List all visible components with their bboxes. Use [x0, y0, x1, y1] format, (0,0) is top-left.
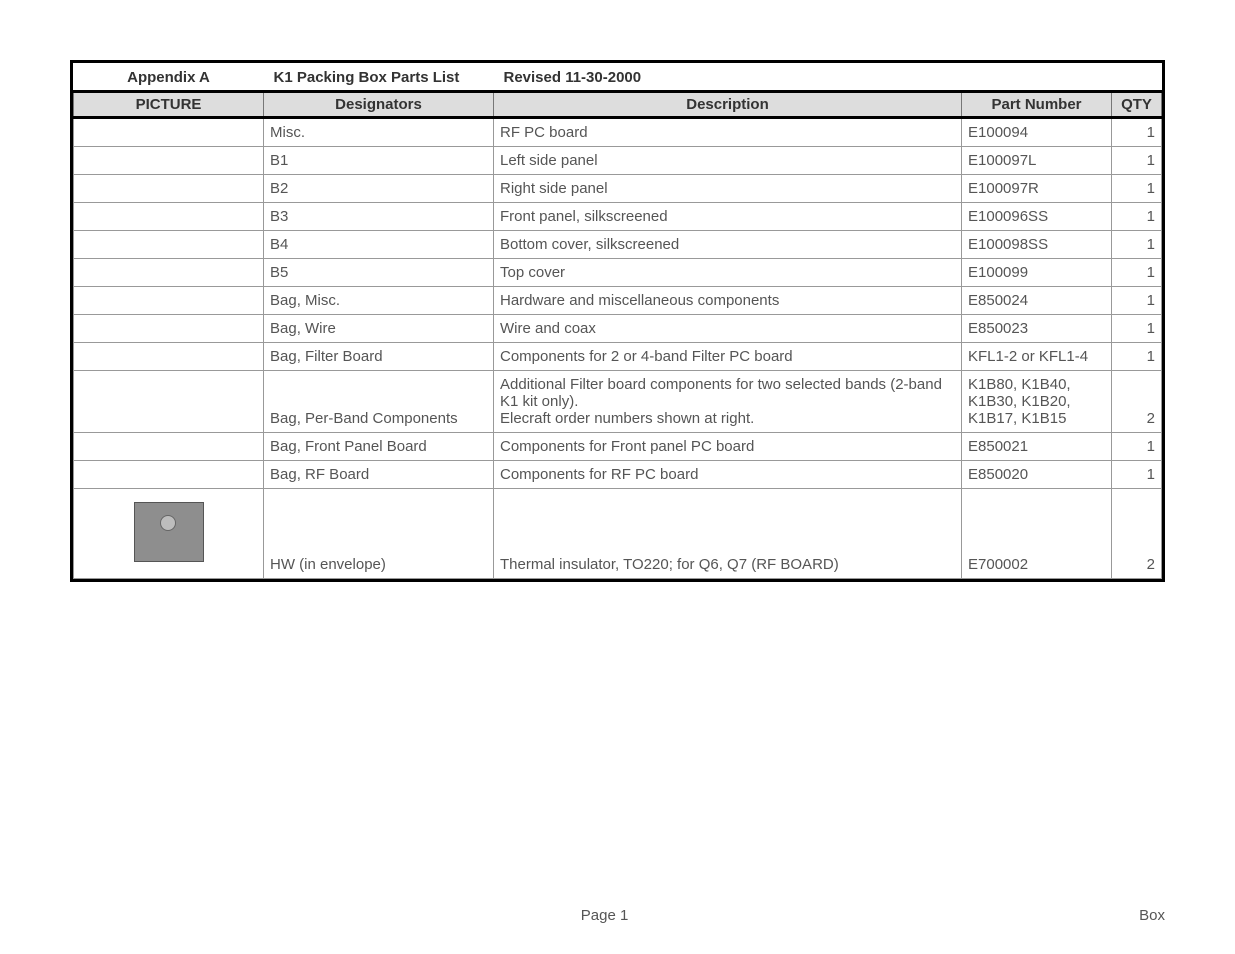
table-row: Bag, RF BoardComponents for RF PC boardE…	[74, 461, 1162, 489]
cell-picture	[74, 259, 264, 287]
cell-part-number: E100099	[962, 259, 1112, 287]
cell-picture	[74, 287, 264, 315]
cell-description: Bottom cover, silkscreened	[494, 231, 962, 259]
cell-picture	[74, 461, 264, 489]
cell-description: Components for 2 or 4-band Filter PC boa…	[494, 343, 962, 371]
footer-page: Page 1	[581, 907, 629, 924]
component-thumbnail	[134, 502, 204, 562]
table-row: B2Right side panelE100097R1	[74, 175, 1162, 203]
cell-designators: B4	[264, 231, 494, 259]
parts-list-frame: Appendix A K1 Packing Box Parts List Rev…	[70, 60, 1165, 582]
cell-description: Wire and coax	[494, 315, 962, 343]
cell-description: Front panel, silkscreened	[494, 203, 962, 231]
cell-designators: B1	[264, 147, 494, 175]
cell-designators: B5	[264, 259, 494, 287]
cell-picture	[74, 433, 264, 461]
table-row: HW (in envelope)Thermal insulator, TO220…	[74, 489, 1162, 579]
table-row: B5Top coverE1000991	[74, 259, 1162, 287]
parts-list-table: Appendix A K1 Packing Box Parts List Rev…	[73, 63, 1162, 579]
cell-qty: 1	[1112, 231, 1162, 259]
cell-part-number: E100097L	[962, 147, 1112, 175]
cell-picture	[74, 371, 264, 433]
cell-part-number: E100096SS	[962, 203, 1112, 231]
cell-description: Right side panel	[494, 175, 962, 203]
cell-designators: B3	[264, 203, 494, 231]
cell-part-number: E850021	[962, 433, 1112, 461]
table-row: B1Left side panelE100097L1	[74, 147, 1162, 175]
cell-qty: 1	[1112, 433, 1162, 461]
page-footer: Page 1 Box	[70, 907, 1165, 924]
cell-part-number: K1B80, K1B40, K1B30, K1B20, K1B17, K1B15	[962, 371, 1112, 433]
title-appendix: Appendix A	[74, 63, 264, 92]
cell-qty: 1	[1112, 461, 1162, 489]
cell-qty: 2	[1112, 371, 1162, 433]
cell-qty: 1	[1112, 175, 1162, 203]
cell-picture	[74, 175, 264, 203]
cell-designators: Bag, Wire	[264, 315, 494, 343]
cell-qty: 1	[1112, 287, 1162, 315]
col-description: Description	[494, 92, 962, 118]
cell-picture	[74, 118, 264, 147]
cell-qty: 1	[1112, 118, 1162, 147]
table-row: Bag, WireWire and coaxE8500231	[74, 315, 1162, 343]
cell-part-number: E850020	[962, 461, 1112, 489]
cell-designators: HW (in envelope)	[264, 489, 494, 579]
cell-designators: Bag, RF Board	[264, 461, 494, 489]
col-part-number: Part Number	[962, 92, 1112, 118]
cell-part-number: E100094	[962, 118, 1112, 147]
col-qty: QTY	[1112, 92, 1162, 118]
cell-part-number: E700002	[962, 489, 1112, 579]
cell-description: Top cover	[494, 259, 962, 287]
title-main: K1 Packing Box Parts List	[264, 63, 494, 92]
cell-qty: 2	[1112, 489, 1162, 579]
header-row: PICTURE Designators Description Part Num…	[74, 92, 1162, 118]
col-picture: PICTURE	[74, 92, 264, 118]
cell-part-number: E850023	[962, 315, 1112, 343]
cell-designators: Bag, Front Panel Board	[264, 433, 494, 461]
cell-qty: 1	[1112, 343, 1162, 371]
cell-qty: 1	[1112, 315, 1162, 343]
cell-description: Components for RF PC board	[494, 461, 962, 489]
cell-picture	[74, 147, 264, 175]
cell-description: Additional Filter board components for t…	[494, 371, 962, 433]
cell-designators: Bag, Per-Band Components	[264, 371, 494, 433]
table-row: B3Front panel, silkscreenedE100096SS1	[74, 203, 1162, 231]
cell-description: Left side panel	[494, 147, 962, 175]
footer-section: Box	[1139, 907, 1165, 924]
cell-picture	[74, 203, 264, 231]
cell-designators: Misc.	[264, 118, 494, 147]
cell-part-number: E850024	[962, 287, 1112, 315]
cell-description: Hardware and miscellaneous components	[494, 287, 962, 315]
cell-qty: 1	[1112, 147, 1162, 175]
title-revised: Revised 11-30-2000	[494, 63, 962, 92]
cell-description: Thermal insulator, TO220; for Q6, Q7 (RF…	[494, 489, 962, 579]
table-row: Bag, Per-Band ComponentsAdditional Filte…	[74, 371, 1162, 433]
cell-description: Components for Front panel PC board	[494, 433, 962, 461]
table-row: Bag, Filter BoardComponents for 2 or 4-b…	[74, 343, 1162, 371]
table-row: Misc.RF PC boardE1000941	[74, 118, 1162, 147]
cell-designators: B2	[264, 175, 494, 203]
cell-picture	[74, 315, 264, 343]
cell-designators: Bag, Misc.	[264, 287, 494, 315]
cell-description: RF PC board	[494, 118, 962, 147]
cell-picture	[74, 231, 264, 259]
cell-part-number: E100098SS	[962, 231, 1112, 259]
title-row: Appendix A K1 Packing Box Parts List Rev…	[74, 63, 1162, 92]
col-designators: Designators	[264, 92, 494, 118]
cell-picture	[74, 343, 264, 371]
cell-qty: 1	[1112, 203, 1162, 231]
cell-part-number: E100097R	[962, 175, 1112, 203]
table-row: Bag, Front Panel BoardComponents for Fro…	[74, 433, 1162, 461]
cell-qty: 1	[1112, 259, 1162, 287]
table-row: Bag, Misc.Hardware and miscellaneous com…	[74, 287, 1162, 315]
cell-part-number: KFL1-2 or KFL1-4	[962, 343, 1112, 371]
cell-picture	[74, 489, 264, 579]
cell-designators: Bag, Filter Board	[264, 343, 494, 371]
table-row: B4Bottom cover, silkscreenedE100098SS1	[74, 231, 1162, 259]
